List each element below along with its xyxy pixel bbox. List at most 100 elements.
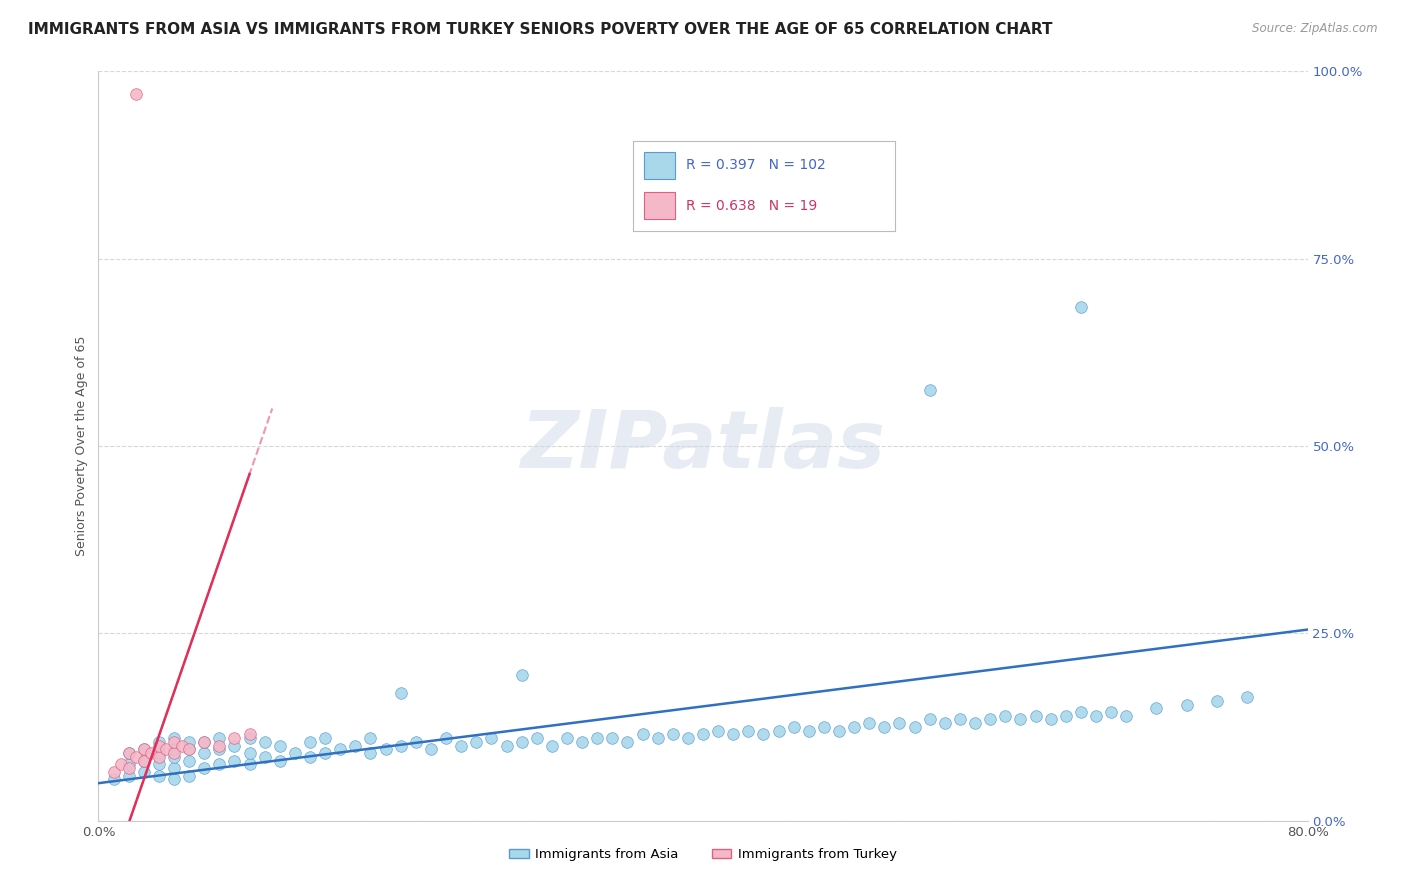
Point (481, 731, 503, 746)
Point (360, 731, 382, 746)
Point (420, 742, 443, 756)
Point (450, 739, 472, 753)
Point (661, 727, 683, 741)
Point (768, 723, 790, 738)
Point (253, 735, 276, 749)
Point (208, 757, 231, 772)
Point (647, 731, 669, 746)
Point (163, 731, 186, 746)
Point (163, 735, 186, 749)
Point (540, 739, 562, 753)
Point (752, 727, 775, 741)
Text: Source: ZipAtlas.com: Source: ZipAtlas.com (1253, 22, 1378, 36)
FancyBboxPatch shape (644, 193, 675, 219)
Point (163, 750, 186, 764)
Point (797, 723, 820, 738)
Point (344, 739, 367, 753)
Point (949, 713, 972, 727)
Point (148, 769, 170, 783)
Point (692, 727, 714, 741)
Point (132, 742, 155, 756)
Point (510, 735, 533, 749)
Point (269, 754, 291, 768)
Text: ZIPatlas: ZIPatlas (520, 407, 886, 485)
Point (208, 742, 231, 756)
Point (1024, 708, 1046, 723)
Point (889, 716, 911, 731)
Point (934, 716, 956, 731)
Point (179, 742, 201, 756)
Point (170, 739, 193, 753)
Point (1115, 708, 1137, 723)
Point (132, 742, 155, 756)
Point (179, 735, 201, 749)
Point (125, 750, 148, 764)
Point (1039, 713, 1062, 727)
Point (132, 754, 155, 768)
Point (193, 746, 215, 760)
Point (163, 746, 186, 760)
Point (193, 735, 215, 749)
Point (1206, 694, 1229, 708)
Point (602, 731, 624, 746)
Point (1099, 705, 1122, 719)
Point (141, 746, 163, 760)
Point (783, 720, 806, 734)
Point (224, 754, 246, 768)
Point (132, 764, 155, 779)
Point (118, 746, 141, 760)
Point (110, 757, 132, 772)
Point (179, 769, 201, 783)
Point (571, 735, 593, 749)
Point (239, 757, 262, 772)
Point (148, 757, 170, 772)
Point (510, 667, 533, 681)
Point (148, 739, 170, 753)
Point (208, 731, 231, 746)
Point (224, 739, 246, 753)
Point (239, 731, 262, 746)
Point (163, 761, 186, 775)
Point (314, 746, 336, 760)
Point (994, 708, 1017, 723)
Point (434, 731, 457, 746)
Point (103, 772, 125, 787)
Y-axis label: Seniors Poverty Over the Age of 65: Seniors Poverty Over the Age of 65 (75, 335, 89, 557)
Point (737, 723, 759, 738)
Point (118, 761, 141, 775)
Point (389, 686, 412, 700)
Point (904, 720, 927, 734)
Point (118, 746, 141, 760)
Point (707, 723, 730, 738)
Point (676, 731, 699, 746)
Point (329, 742, 352, 756)
Point (586, 731, 609, 746)
Text: R = 0.638   N = 19: R = 0.638 N = 19 (686, 199, 817, 212)
Point (148, 735, 170, 749)
Point (1054, 708, 1077, 723)
Point (858, 716, 880, 731)
Point (284, 746, 307, 760)
Point (118, 769, 141, 783)
Point (495, 739, 517, 753)
Point (179, 754, 201, 768)
Point (631, 727, 654, 741)
Point (193, 735, 215, 749)
Point (163, 772, 186, 787)
Point (1236, 690, 1258, 704)
Legend: Immigrants from Asia, Immigrants from Turkey: Immigrants from Asia, Immigrants from Tu… (503, 843, 903, 866)
Point (813, 720, 835, 734)
Point (1085, 708, 1108, 723)
Point (405, 735, 427, 749)
Point (1070, 705, 1092, 719)
FancyBboxPatch shape (644, 153, 675, 179)
Point (163, 742, 186, 756)
Point (1070, 301, 1092, 315)
Point (918, 713, 941, 727)
Point (555, 731, 578, 746)
Point (299, 735, 322, 749)
Point (918, 383, 941, 397)
Point (965, 716, 987, 731)
Point (208, 739, 231, 753)
Point (239, 746, 262, 760)
